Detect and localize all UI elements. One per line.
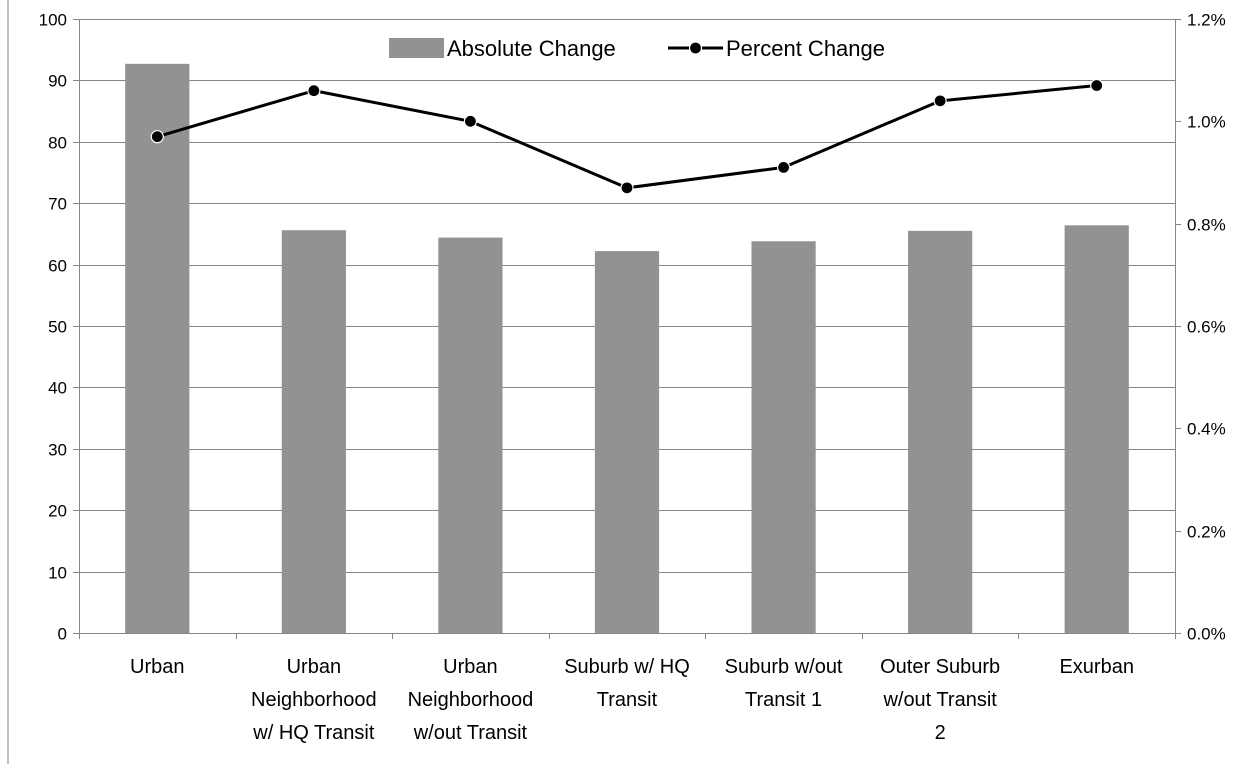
point-2 bbox=[307, 84, 321, 98]
x-category-label: Urban bbox=[130, 656, 184, 678]
x-category-label-line: w/out Transit bbox=[882, 689, 997, 711]
left-tick-label: 60 bbox=[48, 257, 67, 276]
line-series bbox=[150, 78, 1104, 195]
left-tick-label: 20 bbox=[48, 502, 67, 521]
x-category-label: Suburb w/ HQ Transit bbox=[564, 656, 690, 711]
right-tick-label: 0.0% bbox=[1187, 625, 1226, 644]
axis-labels: 0 10 20 30 40 50 60 70 80 90 100 0.0% 0.2% 0.4% 0.6% 0.… bbox=[39, 11, 1226, 745]
left-tick-label: 70 bbox=[48, 195, 67, 214]
percent-change-line bbox=[156, 84, 1097, 190]
x-category-label-line: Urban bbox=[130, 656, 184, 678]
x-category-label-line: Suburb w/ HQ bbox=[564, 656, 690, 678]
legend-bar-swatch bbox=[389, 38, 444, 58]
x-category-label-line: Transit bbox=[597, 689, 658, 711]
point-1 bbox=[150, 130, 164, 144]
x-category-label-line: Suburb w/out bbox=[725, 656, 843, 678]
x-category-label-line: Transit 1 bbox=[745, 689, 822, 711]
point-6 bbox=[933, 94, 947, 108]
x-category-label: Outer Suburb w/out Transit 2 bbox=[880, 656, 1000, 744]
left-tick-label: 80 bbox=[48, 134, 67, 153]
axes bbox=[7, 0, 1181, 764]
legend-label-percent: Percent Change bbox=[726, 36, 885, 61]
bar-5 bbox=[751, 241, 816, 633]
left-tick-label: 0 bbox=[58, 625, 67, 644]
point-5 bbox=[776, 160, 791, 174]
x-category-label-line: Neighborhood bbox=[408, 689, 534, 711]
x-category-label: Suburb w/out Transit 1 bbox=[725, 656, 843, 711]
x-category-label: Urban Neighborhood w/out Transit bbox=[408, 656, 534, 744]
bar-1 bbox=[125, 63, 190, 633]
left-tick-label: 40 bbox=[48, 379, 67, 398]
x-category-label-line: w/out Transit bbox=[413, 722, 528, 744]
left-tick-label: 30 bbox=[48, 441, 67, 460]
bar-4 bbox=[594, 251, 660, 634]
x-category-label-line: w/ HQ Transit bbox=[252, 722, 375, 744]
x-category-label-line: Urban bbox=[443, 656, 497, 678]
x-category-label-line: Neighborhood bbox=[251, 689, 377, 711]
legend: Absolute Change Percent Change bbox=[389, 36, 885, 61]
point-7 bbox=[1090, 78, 1104, 93]
point-4 bbox=[620, 181, 634, 195]
left-tick-label: 10 bbox=[48, 564, 67, 583]
legend-marker bbox=[688, 41, 703, 55]
right-tick-label: 1.0% bbox=[1187, 113, 1226, 132]
right-tick-label: 0.6% bbox=[1187, 318, 1226, 337]
x-category-label-line: Exurban bbox=[1059, 656, 1134, 678]
right-tick-label: 0.4% bbox=[1187, 420, 1226, 439]
bar-6 bbox=[908, 230, 973, 633]
bar-series bbox=[125, 63, 1129, 634]
right-tick-label: 0.8% bbox=[1187, 216, 1226, 235]
bar-3 bbox=[438, 237, 503, 634]
x-category-label: Urban Neighborhood w/ HQ Transit bbox=[251, 656, 377, 744]
left-tick-label: 100 bbox=[39, 11, 67, 30]
left-tick-label: 90 bbox=[48, 72, 67, 91]
right-tick-label: 1.2% bbox=[1187, 11, 1226, 30]
point-3 bbox=[463, 114, 478, 128]
left-tick-label: 50 bbox=[48, 318, 67, 337]
x-category-label: Exurban bbox=[1059, 656, 1134, 678]
x-category-label-line: Outer Suburb bbox=[880, 656, 1000, 678]
bar-2 bbox=[281, 230, 346, 633]
legend-label-absolute: Absolute Change bbox=[447, 36, 616, 61]
x-category-label-line: Urban bbox=[287, 656, 341, 678]
x-category-label-line: 2 bbox=[935, 722, 946, 744]
bar-7 bbox=[1064, 225, 1129, 633]
right-tick-label: 0.2% bbox=[1187, 523, 1226, 542]
